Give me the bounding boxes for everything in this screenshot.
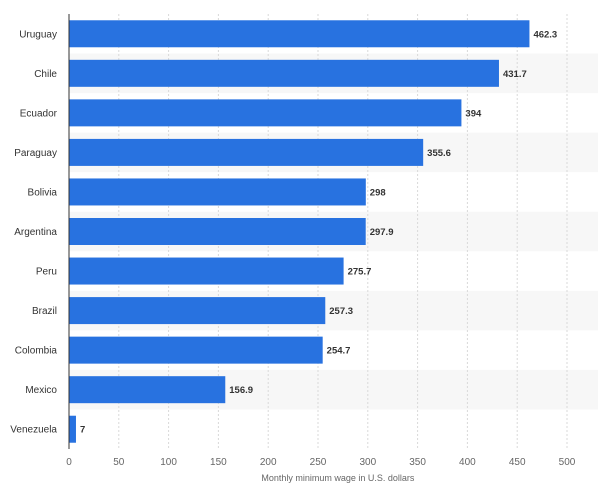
bar (69, 59, 499, 87)
x-tick-labels: 0 50 100 150 200 250 300 350 400 450 500 (66, 457, 576, 468)
x-tick-label: 50 (113, 457, 125, 468)
bars (69, 20, 530, 443)
x-tick-label: 300 (359, 457, 376, 468)
data-label: 254.7 (327, 346, 351, 357)
data-label: 462.3 (533, 29, 557, 40)
bar (69, 218, 366, 245)
data-label: 275.7 (348, 267, 372, 278)
data-label: 257.3 (329, 306, 353, 317)
bar (69, 138, 424, 166)
x-tick-label: 500 (559, 457, 576, 468)
category-label: Ecuador (20, 108, 58, 119)
x-tick-label: 250 (310, 457, 327, 468)
x-tick-label: 350 (409, 457, 426, 468)
category-label: Paraguay (14, 148, 57, 159)
bar (69, 20, 530, 48)
bar (69, 376, 226, 404)
x-tick-label: 100 (160, 457, 177, 468)
category-label: Argentina (14, 227, 57, 238)
category-label: Peru (36, 267, 57, 278)
data-label: 7 (80, 425, 85, 436)
category-labels: Uruguay Chile Ecuador Paraguay Bolivia Argent… (10, 29, 57, 435)
category-label: Venezuela (10, 425, 57, 436)
data-label: 297.9 (370, 227, 394, 238)
x-axis-title: Monthly minimum wage in U.S. dollars (261, 473, 415, 483)
data-label: 394 (465, 108, 482, 119)
bar (69, 99, 462, 127)
category-label: Brazil (32, 306, 57, 317)
data-label: 156.9 (229, 385, 253, 396)
bar (69, 297, 326, 325)
x-tick-label: 450 (509, 457, 526, 468)
category-label: Bolivia (28, 187, 58, 198)
bar (69, 336, 323, 364)
x-tick-label: 0 (66, 457, 72, 468)
bar (69, 415, 76, 443)
data-label: 355.6 (427, 148, 451, 159)
category-label: Chile (34, 69, 57, 80)
data-label: 431.7 (503, 69, 527, 80)
bar (69, 257, 344, 285)
bar (69, 178, 366, 206)
data-label: 298 (370, 187, 386, 198)
category-label: Colombia (15, 346, 58, 357)
x-tick-label: 200 (260, 457, 277, 468)
category-label: Uruguay (19, 29, 57, 40)
value-labels: 462.3 431.7 394 355.6 298 297.9 275.7 257.3 254.… (80, 29, 557, 435)
category-label: Mexico (25, 385, 57, 396)
x-tick-label: 150 (210, 457, 227, 468)
x-tick-label: 400 (459, 457, 476, 468)
